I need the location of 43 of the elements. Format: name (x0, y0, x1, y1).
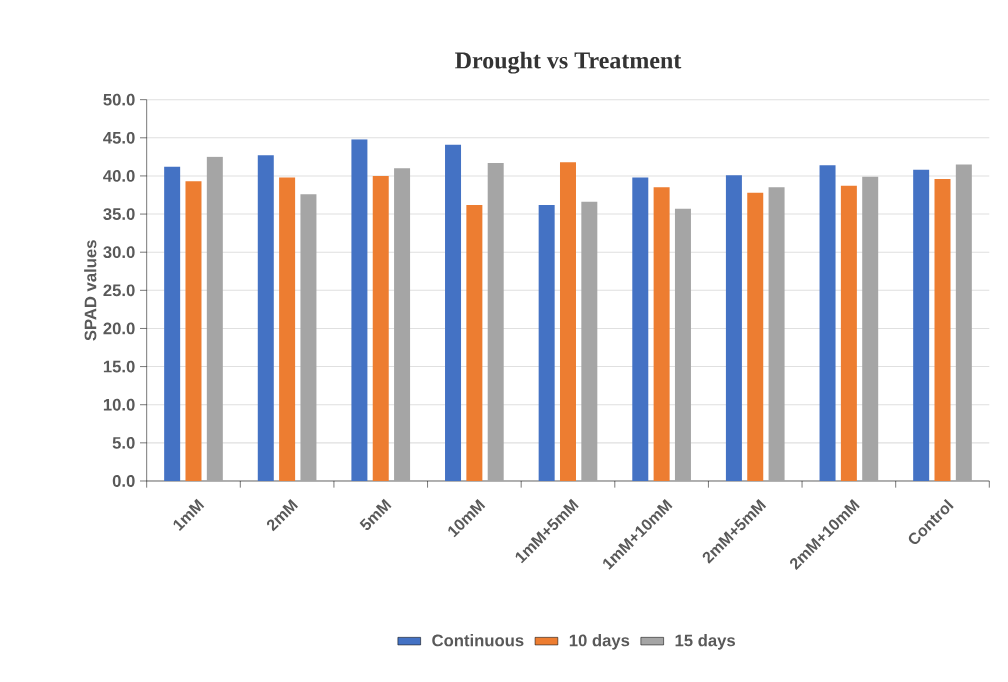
y-tick-label: 35.0 (103, 208, 135, 220)
bar (394, 168, 411, 481)
bar (747, 192, 764, 481)
bar (955, 164, 972, 481)
bar (164, 166, 181, 481)
bar (674, 208, 691, 481)
bar (206, 156, 223, 481)
legend-label: Continuous (432, 634, 524, 647)
bar (372, 175, 389, 481)
y-tick-label: 30.0 (103, 246, 135, 259)
legend-label: 15 days (675, 634, 736, 650)
bar (768, 187, 785, 481)
bar (913, 169, 930, 481)
bar (725, 175, 742, 481)
y-tick-label: 5.0 (112, 436, 135, 449)
bar (934, 178, 951, 481)
bar (581, 201, 598, 481)
y-tick-label: 25.0 (103, 284, 135, 297)
bar (351, 139, 368, 481)
legend-label: 10 days (569, 634, 630, 650)
bar (632, 177, 649, 481)
y-tick-label: 15.0 (103, 360, 135, 373)
bar (300, 194, 317, 481)
y-tick-label: 0.0 (112, 475, 135, 487)
bar (466, 204, 483, 481)
bar (840, 185, 857, 481)
y-tick-label: 50.0 (103, 93, 135, 106)
bar (185, 181, 202, 481)
y-axis-title: SPAD values (84, 240, 97, 341)
bar (819, 165, 836, 481)
chart-title: Drought vs Treatment (455, 51, 682, 74)
bar (538, 204, 555, 481)
y-tick-label: 40.0 (103, 170, 135, 182)
bar (559, 162, 576, 481)
y-tick-label: 10.0 (103, 398, 135, 411)
bar (487, 162, 504, 481)
bar (445, 144, 462, 481)
y-tick-label: 45.0 (103, 131, 135, 144)
y-tick-label: 20.0 (103, 322, 135, 335)
bar (279, 177, 296, 481)
bar (257, 155, 274, 481)
bar (653, 187, 670, 481)
bar (862, 176, 879, 481)
